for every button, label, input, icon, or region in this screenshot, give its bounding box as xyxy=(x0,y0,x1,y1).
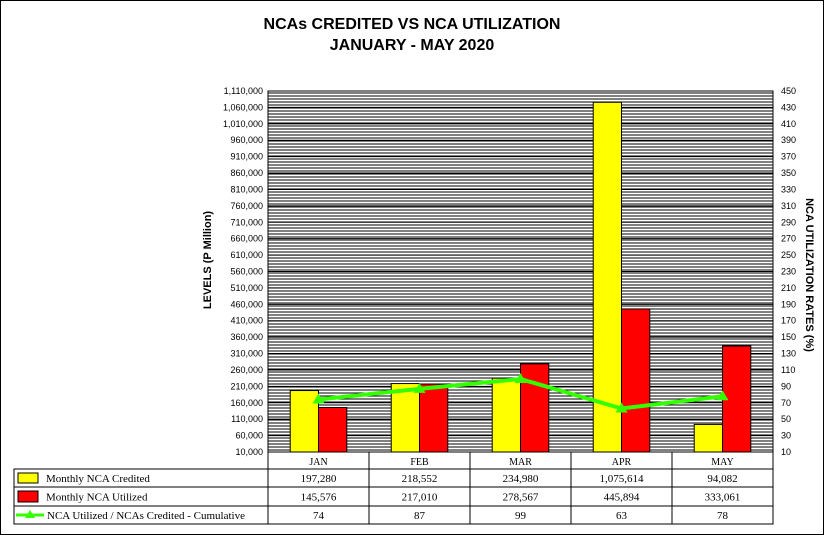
data-label-apr: 63 xyxy=(616,510,628,522)
y-tick-label: 710,000 xyxy=(230,217,263,227)
data-label-feb: 218,552 xyxy=(402,473,438,485)
bar-utilized-apr xyxy=(621,308,651,453)
y2-tick-label: 290 xyxy=(781,217,796,227)
data-label-mar: 99 xyxy=(515,510,527,522)
data-label-feb: 217,010 xyxy=(402,492,438,504)
line-marker-jan xyxy=(312,393,325,404)
y-tick-label: 860,000 xyxy=(230,168,263,178)
data-label-may: 333,061 xyxy=(705,492,741,504)
y2-tick-label: 170 xyxy=(781,316,796,326)
legend-label: Monthly NCA Credited xyxy=(46,473,150,485)
legend-label: Monthly NCA Utilized xyxy=(46,492,148,504)
y-tick-label: 1,110,000 xyxy=(224,86,263,96)
y2-tick-label: 90 xyxy=(781,381,791,391)
data-label-may: 78 xyxy=(717,510,729,522)
data-label-feb: 87 xyxy=(414,510,426,522)
category-label-apr: APR xyxy=(612,457,632,468)
y-tick-label: 910,000 xyxy=(230,152,263,162)
bar-credited-apr xyxy=(592,101,622,453)
data-label-jan: 197,280 xyxy=(301,473,337,485)
data-label-jan: 145,576 xyxy=(301,492,337,504)
y-tick-label: 1,010,000 xyxy=(223,119,263,129)
bar-utilized-jan xyxy=(318,407,348,453)
y-tick-label: 960,000 xyxy=(230,135,263,145)
y-tick-label: 310,000 xyxy=(230,349,263,359)
y2-tick-label: 230 xyxy=(781,267,796,277)
y2-tick-label: 130 xyxy=(781,349,796,359)
y2-tick-label: 410 xyxy=(781,119,796,129)
y-tick-label: 760,000 xyxy=(230,201,263,211)
bar-utilized-feb xyxy=(419,383,449,453)
data-label-may: 94,082 xyxy=(707,473,737,485)
category-label-mar: MAR xyxy=(509,457,532,468)
y2-tick-label: 110 xyxy=(781,365,795,375)
y2-tick-label: 190 xyxy=(781,299,796,309)
y-tick-label: 410,000 xyxy=(230,316,263,326)
y-tick-label: 510,000 xyxy=(230,283,263,293)
y-axis-label: LEVELS (P Million) xyxy=(202,211,214,310)
y2-tick-label: 50 xyxy=(781,414,791,424)
y-tick-label: 460,000 xyxy=(230,299,263,309)
y2-tick-label: 250 xyxy=(781,250,796,260)
bar-credited-may xyxy=(693,423,723,453)
legend-label: NCA Utilized / NCAs Credited - Cumulativ… xyxy=(47,510,245,522)
y-tick-label: 260,000 xyxy=(230,365,263,375)
y2-tick-label: 210 xyxy=(781,283,796,293)
y2-tick-label: 10 xyxy=(781,447,791,457)
bar-credited-jan xyxy=(289,390,320,453)
y-tick-label: 610,000 xyxy=(230,250,263,260)
line-marker-may xyxy=(716,390,729,401)
y-tick-label: 660,000 xyxy=(230,234,263,244)
y-tick-label: 810,000 xyxy=(230,184,263,194)
data-label-jan: 74 xyxy=(313,510,325,522)
y2-tick-label: 330 xyxy=(781,184,796,194)
data-label-mar: 234,980 xyxy=(503,473,539,485)
y-tick-label: 160,000 xyxy=(230,398,263,408)
y2-tick-label: 270 xyxy=(781,234,796,244)
legend-swatch-utilized xyxy=(17,490,39,503)
y2-axis-label: NCA UTILIZATION RATES (%) xyxy=(803,198,815,352)
data-label-apr: 445,894 xyxy=(604,492,640,504)
y-tick-label: 60,000 xyxy=(235,431,263,441)
y2-tick-label: 350 xyxy=(781,168,796,178)
y2-tick-label: 310 xyxy=(781,201,796,211)
line-marker-apr xyxy=(615,402,628,413)
y2-tick-label: 390 xyxy=(781,135,796,145)
y-tick-label: 110,000 xyxy=(231,414,263,424)
category-label-feb: FEB xyxy=(410,457,429,468)
line-marker-feb xyxy=(413,382,426,393)
y2-tick-label: 370 xyxy=(781,152,796,162)
bar-credited-feb xyxy=(390,383,421,453)
y2-tick-label: 70 xyxy=(781,398,791,408)
chart-title: NCAs CREDITED VS NCA UTILIZATION xyxy=(263,16,561,33)
bar-utilized-mar xyxy=(520,363,550,453)
y2-tick-label: 150 xyxy=(781,332,796,342)
y-tick-label: 560,000 xyxy=(230,267,263,277)
data-label-apr: 1,075,614 xyxy=(600,473,645,485)
table-cell xyxy=(671,505,774,525)
legend-swatch-credited xyxy=(17,472,39,484)
y-tick-label: 1,060,000 xyxy=(223,102,263,112)
bar-credited-mar xyxy=(491,377,522,453)
line-marker-mar xyxy=(514,372,527,383)
chart-subtitle: JANUARY - MAY 2020 xyxy=(329,37,495,54)
category-label-jan: JAN xyxy=(309,457,327,468)
y-tick-label: 210,000 xyxy=(230,381,263,391)
y2-tick-label: 30 xyxy=(781,431,791,441)
category-label-may: MAY xyxy=(711,457,733,468)
data-label-mar: 278,567 xyxy=(503,492,539,504)
y-tick-label: 360,000 xyxy=(230,332,263,342)
y2-tick-label: 430 xyxy=(781,102,796,112)
y2-tick-label: 450 xyxy=(781,86,796,96)
legend-marker-swatch xyxy=(25,510,35,518)
y-tick-label: 10,000 xyxy=(235,447,263,457)
